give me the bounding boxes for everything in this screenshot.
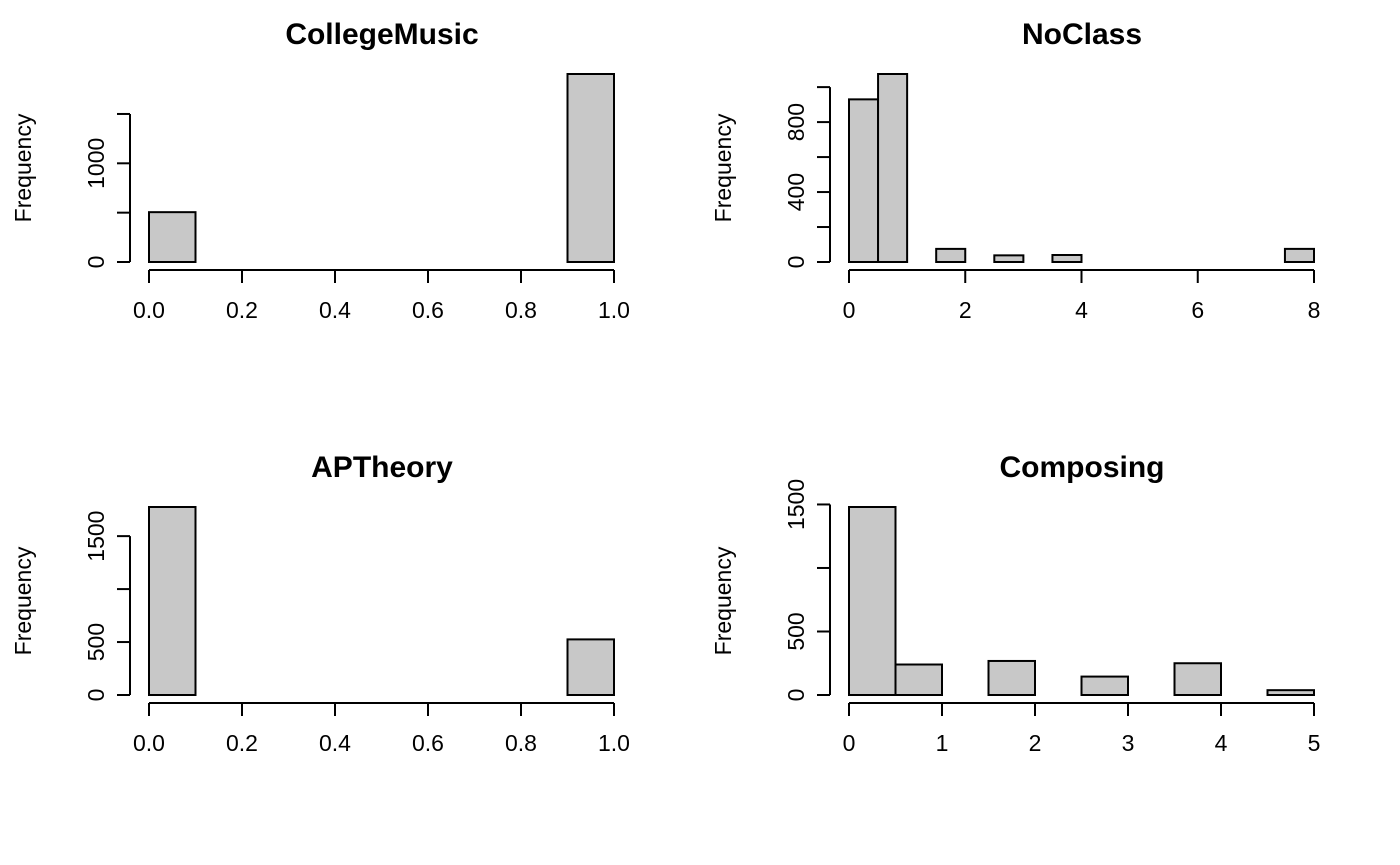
y-axis-title: Frequency — [10, 113, 36, 222]
x-tick-label: 5 — [1308, 730, 1321, 756]
x-tick-label: 1.0 — [598, 730, 630, 756]
bars — [148, 73, 615, 264]
y-tick-label: 1500 — [83, 511, 109, 562]
histogram-bar — [993, 254, 1025, 263]
histogram-bar — [894, 663, 943, 696]
y-tick-label: 0 — [783, 256, 809, 269]
histogram-bar — [1266, 689, 1315, 697]
y-tick-label: 400 — [783, 173, 809, 211]
x-tick-label: 0.0 — [133, 730, 165, 756]
histogram-bar — [1173, 662, 1222, 696]
histogram-bar — [1080, 675, 1129, 696]
histogram-bar — [935, 247, 967, 264]
y-axis: 0 500 1500 — [83, 511, 131, 702]
y-axis: 0 400 800 — [783, 86, 831, 269]
histogram-bar — [848, 506, 897, 696]
x-tick-label: 2 — [1029, 730, 1042, 756]
y-tick-label: 800 — [783, 103, 809, 141]
x-tick-label: 4 — [1215, 730, 1228, 756]
x-tick-label: 0.6 — [412, 297, 444, 323]
x-tick-label: 0.6 — [412, 730, 444, 756]
panel-aptheory: APTheory Frequency 0 500 1500 0.0 0.2 0.4 0.6… — [10, 451, 630, 756]
y-tick-label: 0 — [83, 256, 109, 269]
histogram-bar — [148, 506, 197, 696]
x-tick-label: 0.2 — [226, 730, 258, 756]
panel-title: Composing — [1000, 451, 1165, 484]
x-tick-label: 0.0 — [133, 297, 165, 323]
panel-title: CollegeMusic — [285, 18, 478, 51]
x-tick-label: 0.2 — [226, 297, 258, 323]
y-tick-label: 500 — [83, 623, 109, 661]
bars — [148, 506, 615, 696]
y-tick-label: 1500 — [783, 479, 809, 530]
y-axis-title: Frequency — [10, 546, 36, 655]
histogram-bar — [848, 98, 880, 263]
y-axis: 0 500 1500 — [783, 479, 831, 702]
x-tick-label: 2 — [959, 297, 972, 323]
panel-title: NoClass — [1022, 18, 1142, 51]
x-tick-label: 0 — [843, 297, 856, 323]
y-tick-label: 500 — [783, 612, 809, 650]
y-axis-title: Frequency — [710, 113, 736, 222]
y-axis-title: Frequency — [710, 546, 736, 655]
x-tick-label: 0.8 — [505, 297, 537, 323]
y-axis: 0 1000 — [83, 112, 131, 269]
panel-composing: Composing Frequency 0 500 1500 0 1 2 3 4 5 — [710, 451, 1320, 756]
x-tick-label: 1.0 — [598, 297, 630, 323]
bars — [848, 506, 1315, 697]
x-axis: 0 2 4 6 8 — [843, 269, 1321, 323]
histogram-bar — [148, 211, 197, 264]
panel-title: APTheory — [311, 451, 453, 484]
y-tick-label: 0 — [783, 689, 809, 702]
x-tick-label: 0.4 — [319, 297, 351, 323]
x-axis: 0.0 0.2 0.4 0.6 0.8 1.0 — [133, 702, 630, 756]
x-tick-label: 6 — [1191, 297, 1204, 323]
x-tick-label: 1 — [936, 730, 949, 756]
x-tick-label: 0 — [843, 730, 856, 756]
x-tick-label: 0.4 — [319, 730, 351, 756]
x-axis: 0.0 0.2 0.4 0.6 0.8 1.0 — [133, 269, 630, 323]
x-axis: 0 1 2 3 4 5 — [843, 702, 1321, 756]
x-tick-label: 3 — [1122, 730, 1135, 756]
histogram-bar — [566, 638, 615, 696]
histogram-bar — [1283, 247, 1315, 264]
histogram-bar — [1051, 254, 1083, 264]
y-tick-label: 0 — [83, 689, 109, 702]
y-tick-label: 1000 — [83, 138, 109, 189]
histogram-bar — [566, 73, 615, 263]
bars — [848, 73, 1315, 264]
histogram-bar — [987, 659, 1036, 697]
x-tick-label: 8 — [1308, 297, 1321, 323]
histogram-bar — [877, 73, 909, 263]
x-tick-label: 0.8 — [505, 730, 537, 756]
panel-noclass: NoClass Frequency 0 400 800 0 2 4 6 8 — [710, 18, 1320, 323]
x-tick-label: 4 — [1075, 297, 1088, 323]
